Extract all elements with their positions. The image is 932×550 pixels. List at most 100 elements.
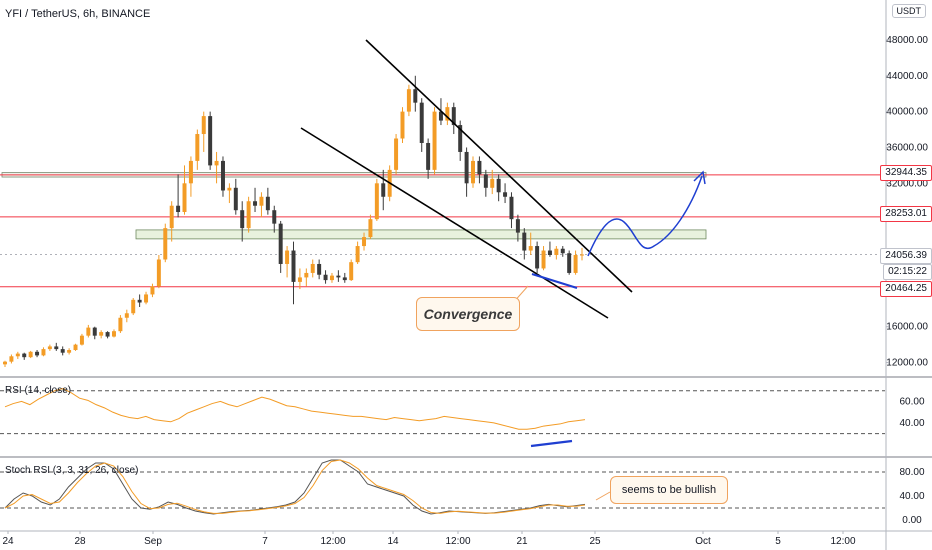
candle-body xyxy=(368,219,373,238)
candle-body xyxy=(259,196,264,206)
candle-body xyxy=(413,89,418,103)
candle-body xyxy=(201,116,206,135)
stoch-tick-label: 40.00 xyxy=(899,491,924,502)
candle-body xyxy=(310,263,315,273)
candle-body xyxy=(426,142,431,170)
candle-body xyxy=(342,277,347,281)
candle-body xyxy=(278,223,283,264)
level-tag-1: 32944.35 xyxy=(880,165,932,181)
time-tick-label: Sep xyxy=(144,536,162,547)
level-tag-3: 20464.25 xyxy=(880,281,932,297)
countdown-tag: 02:15:22 xyxy=(883,264,932,280)
candle-body xyxy=(99,332,104,336)
candle-body xyxy=(28,351,33,358)
support-zone xyxy=(135,229,707,240)
candle-body xyxy=(547,250,552,256)
price-tick-label: 12000.00 xyxy=(886,358,928,369)
candle-body xyxy=(400,111,405,139)
candle-body xyxy=(112,331,116,337)
candle-body xyxy=(124,313,129,318)
price-tick-label: 32000.00 xyxy=(886,178,928,189)
currency-button[interactable]: USDT xyxy=(891,4,926,18)
candle-body xyxy=(304,272,309,278)
price-divergence-line xyxy=(531,272,578,290)
time-tick-label: 24 xyxy=(2,536,14,547)
time-tick-label: 12:00 xyxy=(320,536,345,547)
candle-body xyxy=(580,254,584,256)
time-tick-label: 25 xyxy=(589,536,601,547)
candle-body xyxy=(150,286,155,295)
candle-body xyxy=(92,327,97,336)
candle-body xyxy=(509,196,514,220)
candle-body xyxy=(233,187,238,211)
rsi-divergence-line xyxy=(530,439,573,448)
candle-body xyxy=(9,356,14,362)
candle-body xyxy=(208,116,213,166)
candle-body xyxy=(464,151,469,184)
candle-body xyxy=(515,219,520,233)
candle-body xyxy=(35,351,40,356)
candle-body xyxy=(176,205,181,212)
upper-trendline xyxy=(365,39,633,293)
candle-body xyxy=(451,107,456,126)
candle-body xyxy=(535,246,540,269)
candle-body xyxy=(246,201,251,229)
time-tick-label: 14 xyxy=(387,536,399,547)
candle-body xyxy=(73,344,78,351)
candle-body xyxy=(419,102,424,143)
candle-body xyxy=(323,274,328,281)
candle-body xyxy=(522,232,527,251)
bullish-callout: seems to be bullish xyxy=(610,476,728,504)
time-tick-label: 21 xyxy=(516,536,528,547)
price-tick-label: 40000.00 xyxy=(886,107,928,118)
candle-body xyxy=(445,107,450,121)
candle-body xyxy=(406,89,411,112)
stoch-d-line xyxy=(4,459,586,514)
candle-body xyxy=(214,160,219,166)
candle-body xyxy=(560,248,565,254)
candle-body xyxy=(188,160,193,184)
candle-body xyxy=(22,353,27,358)
candle-body xyxy=(554,248,559,256)
candle-body xyxy=(573,255,578,273)
candle-body xyxy=(458,125,463,152)
candle-body xyxy=(438,111,443,121)
candle-body xyxy=(131,299,136,314)
candle-body xyxy=(86,327,91,336)
time-tick-label: 5 xyxy=(775,536,781,547)
lower-trendline xyxy=(300,127,609,319)
candle-body xyxy=(265,196,270,211)
convergence-callout: Convergence xyxy=(416,297,520,331)
candle-body xyxy=(195,134,200,161)
candle-body xyxy=(240,210,245,229)
rsi-line xyxy=(4,388,586,430)
candle-body xyxy=(118,317,123,332)
last-price-tag: 24056.39 xyxy=(880,248,932,264)
candle-body xyxy=(67,350,72,353)
candle-body xyxy=(3,361,7,365)
stoch-tick-label: 0.00 xyxy=(902,515,922,526)
candle-body xyxy=(349,262,354,281)
candle-body xyxy=(567,253,572,273)
price-tick-label: 44000.00 xyxy=(886,71,928,82)
candle-body xyxy=(163,228,168,260)
price-tick-label: 36000.00 xyxy=(886,142,928,153)
candle-body xyxy=(381,183,386,197)
bullish-pointer xyxy=(595,491,611,501)
level-tag-2: 28253.01 xyxy=(880,206,932,222)
candle-body xyxy=(144,294,149,303)
candle-body xyxy=(182,183,187,212)
time-tick-label: 12:00 xyxy=(830,536,855,547)
candle-body xyxy=(297,277,302,282)
projection-path xyxy=(587,175,703,257)
candle-body xyxy=(169,205,174,229)
candle-body xyxy=(490,178,495,188)
candle-body xyxy=(54,346,59,350)
time-tick-label: Oct xyxy=(695,536,711,547)
candle-body xyxy=(374,183,379,220)
candle-body xyxy=(541,250,546,269)
rsi-title: RSI (14, close) xyxy=(5,385,72,396)
candle-body xyxy=(105,332,110,337)
candle-body xyxy=(137,299,142,303)
